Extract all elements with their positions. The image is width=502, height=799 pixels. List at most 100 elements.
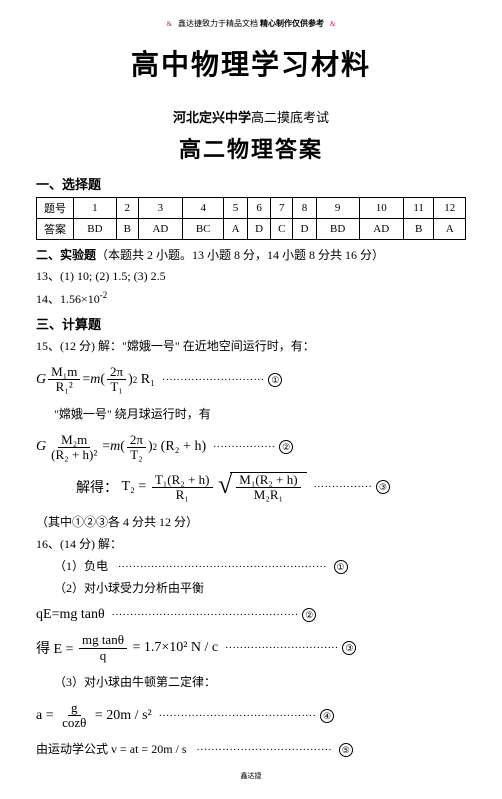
table-row: 题号 1 2 3 4 5 6 7 8 9 10 11 12 — [37, 198, 466, 219]
td: A — [224, 219, 248, 240]
eq-den: R₁² — [53, 380, 76, 394]
amp-right: & — [330, 20, 335, 28]
line-16-4: 由运动学公式 v = at = 20m / s ················… — [36, 740, 466, 759]
equation-5: 得 E = mg tanθq = 1.7×10² N / c ·········… — [36, 633, 466, 663]
sqrt: √ M₁(R₂ + h)M₂R₁ — [218, 472, 307, 503]
th: 1 — [74, 198, 117, 219]
footer: 鑫达捷 — [36, 771, 466, 781]
td: D — [247, 219, 271, 240]
line-16-1: （1）负电 ··································… — [54, 557, 466, 576]
choice-table: 题号 1 2 3 4 5 6 7 8 9 10 11 12 答案 BD B AD… — [36, 197, 466, 240]
line-16: 16、(14 分) 解： — [36, 535, 466, 553]
eq6-val: = 20m / s² — [95, 708, 152, 724]
school-name: 河北定兴中学 — [173, 110, 251, 125]
eq-den: T₂ — [127, 448, 145, 462]
td: AD — [138, 219, 182, 240]
th: 10 — [359, 198, 403, 219]
eq-tail: R₁ — [141, 372, 155, 388]
line-14: 14、1.56×10-2 — [36, 289, 466, 308]
dots: ········································… — [156, 710, 316, 722]
mark-1: ① — [268, 373, 282, 387]
dots: ················· — [210, 441, 275, 453]
l14-base: 14、1.56×10 — [36, 292, 100, 306]
td: 答案 — [37, 219, 74, 240]
mark-1b: ① — [334, 560, 348, 574]
section-exp-note: （本题共 2 小题。13 小题 8 分，14 小题 8 分共 16 分） — [96, 248, 384, 262]
eq5-pre: 得 E = — [36, 638, 73, 658]
eq-num: M₁m — [48, 365, 80, 380]
dots: ················ — [311, 481, 372, 493]
dots: ····································· — [194, 744, 332, 756]
equation-2: G M₂m(R₂ + h)² = m( 2πT₂ )2 (R₂ + h) ···… — [36, 433, 466, 463]
th: 4 — [183, 198, 224, 219]
mark-2: ② — [279, 440, 293, 454]
mark-2b: ② — [302, 608, 316, 622]
section-choice: 一、选择题 — [36, 174, 466, 193]
section-exp-title: 二、实验题 — [36, 248, 96, 262]
dots: ········································… — [115, 561, 327, 573]
td: BD — [316, 219, 359, 240]
th: 9 — [316, 198, 359, 219]
score-note: （其中①②③各 4 分共 12 分） — [36, 513, 466, 531]
answer-title: 高二物理答案 — [36, 132, 466, 164]
mark-3: ③ — [376, 480, 390, 494]
amp-left: & — [167, 20, 172, 28]
header-tiny-b: 精心制作仅供参考 — [260, 19, 324, 28]
section-calc: 三、计算题 — [36, 314, 466, 333]
l16-4-text: 由运动学公式 v = at = 20m / s — [36, 742, 187, 756]
l16-1-text: （1）负电 — [54, 559, 108, 573]
th: 5 — [224, 198, 248, 219]
th: 11 — [403, 198, 433, 219]
equation-1: G M₁mR₁² = m( 2πT₁ )2 R₁ ···············… — [36, 365, 466, 395]
school-line: 河北定兴中学高二摸底考试 — [36, 107, 466, 126]
th: 题号 — [37, 198, 74, 219]
header-tiny: & 鑫达捷致力于精品文档 精心制作仅供参考 & — [36, 18, 466, 29]
mark-4: ④ — [320, 709, 334, 723]
eq-num: 2π — [127, 433, 146, 448]
equation-6: a = gcozθ = 20m / s² ···················… — [36, 701, 466, 731]
eq-den: cozθ — [59, 716, 89, 730]
td: C — [271, 219, 293, 240]
eq-den: M₂R₁ — [251, 488, 286, 502]
eq-num: M₁(R₂ + h) — [236, 473, 300, 488]
eq4-rhs: mg tanθ — [59, 607, 104, 623]
td: D — [293, 219, 317, 240]
eq3-lhs: T₂ = — [122, 479, 147, 495]
document-page: & 鑫达捷致力于精品文档 精心制作仅供参考 & 高中物理学习材料 河北定兴中学高… — [0, 0, 502, 799]
dots: ···························· — [159, 374, 264, 386]
th: 2 — [116, 198, 138, 219]
td: B — [116, 219, 138, 240]
eq-den: (R₂ + h)² — [48, 448, 100, 462]
mark-3b: ③ — [342, 641, 356, 655]
line-16-3: （3）对小球由牛顿第二定律： — [54, 673, 466, 691]
line-13: 13、(1) 10; (2) 1.5; (3) 2.5 — [36, 267, 466, 285]
eq5-val: = 1.7×10² N / c — [132, 640, 218, 656]
mid-text-1: "嫦娥一号" 绕月球运行时，有 — [54, 405, 466, 423]
equation-3: 解得： T₂ = T₁(R₂ + h)R₁ √ M₁(R₂ + h)M₂R₁ ·… — [76, 472, 466, 503]
eq4-lhs: qE — [36, 607, 52, 623]
header-tiny-a: 鑫达捷致力于精品文档 — [178, 19, 258, 28]
eq-num: T₁(R₂ + h) — [152, 473, 213, 488]
line-16-2: （2）对小球受力分析由平衡 — [54, 579, 466, 597]
eq-num: M₂m — [58, 433, 90, 448]
th: 12 — [434, 198, 466, 219]
td: A — [434, 219, 466, 240]
th: 7 — [271, 198, 293, 219]
eq6-lhs: a = — [36, 708, 54, 724]
dots: ········································… — [109, 609, 299, 621]
eq-tail: (R₂ + h) — [161, 439, 206, 455]
td: BC — [183, 219, 224, 240]
exam-name: 高二摸底考试 — [251, 110, 329, 125]
eq-num: g — [68, 701, 81, 716]
td: AD — [359, 219, 403, 240]
eq3-pre: 解得： — [76, 477, 118, 497]
equation-4: qE = mg tanθ ···························… — [36, 607, 466, 623]
eq-num: mg tanθ — [79, 633, 127, 648]
eq-den: T₁ — [107, 380, 125, 394]
eq-den: q — [97, 649, 110, 663]
eq-den: R₁ — [173, 488, 192, 502]
th: 6 — [247, 198, 271, 219]
td: B — [403, 219, 433, 240]
line-15: 15、(12 分) 解："嫦娥一号" 在近地空间运行时，有： — [36, 337, 466, 355]
mark-5: ⑤ — [339, 743, 353, 757]
